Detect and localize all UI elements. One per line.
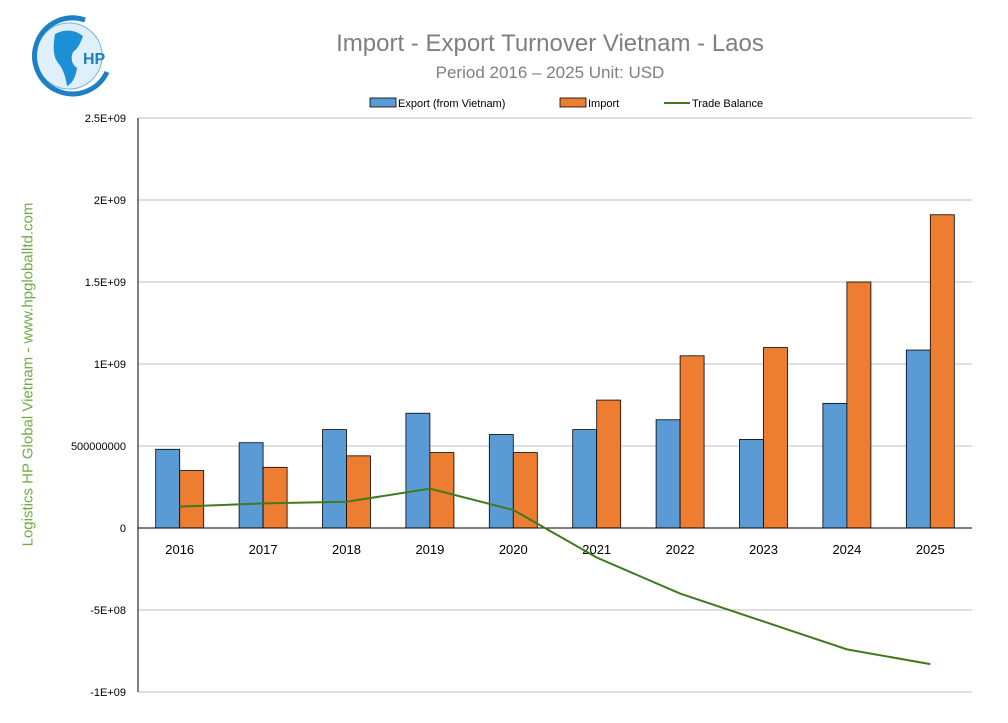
- y-tick-label: 2.5E+09: [85, 113, 126, 125]
- y-tick-label: 1.5E+09: [85, 277, 126, 289]
- y-tick-label: 1E+09: [94, 359, 126, 371]
- import-bar: [763, 347, 788, 529]
- export-bar: [488, 434, 514, 529]
- import-bar: [929, 214, 955, 529]
- y-tick-label: 2E+09: [94, 195, 126, 207]
- x-tick-label: 2024: [832, 542, 861, 557]
- import-bar: [179, 470, 205, 529]
- x-tick-label: 2017: [249, 542, 278, 557]
- export-bar: [905, 349, 931, 529]
- export-bar: [155, 448, 181, 529]
- export-bar: [238, 442, 264, 529]
- x-tick-label: 2025: [916, 542, 945, 557]
- legend-swatch: [559, 97, 587, 108]
- y-tick-label: -5E+08: [90, 605, 126, 617]
- x-tick-label: 2020: [499, 542, 528, 557]
- x-tick-label: 2019: [415, 542, 444, 557]
- export-bar: [572, 429, 598, 529]
- logo: HP: [25, 12, 115, 97]
- legend-label: Trade Balance: [692, 98, 763, 110]
- y-tick-label: 0: [120, 523, 126, 535]
- chart-title: Import - Export Turnover Vietnam - Laos: [336, 30, 764, 57]
- trade-balance-line: [179, 487, 931, 666]
- x-tick-label: 2023: [749, 542, 778, 557]
- import-bar: [679, 355, 705, 529]
- import-bar: [346, 455, 371, 529]
- export-bar: [322, 429, 347, 529]
- x-tick-label: 2016: [165, 542, 194, 557]
- import-bar: [262, 466, 288, 529]
- x-tick-label: 2021: [582, 542, 611, 557]
- legend-swatch: [369, 97, 397, 108]
- legend-label: Export (from Vietnam): [398, 98, 505, 110]
- export-bar: [822, 402, 848, 529]
- legend-label: Import: [588, 98, 619, 110]
- export-bar: [739, 439, 764, 529]
- import-bar: [512, 452, 538, 529]
- export-bar: [655, 419, 681, 529]
- export-bar: [405, 412, 431, 529]
- import-bar: [846, 281, 872, 529]
- import-bar: [596, 399, 622, 529]
- chart-subtitle: Period 2016 – 2025 Unit: USD: [435, 63, 665, 82]
- x-tick-label: 2022: [666, 542, 695, 557]
- y-tick-label: 500000000: [71, 441, 126, 453]
- logo-text: HP: [83, 51, 106, 68]
- x-tick-label: 2018: [332, 542, 361, 557]
- y-tick-label: -1E+09: [90, 687, 126, 699]
